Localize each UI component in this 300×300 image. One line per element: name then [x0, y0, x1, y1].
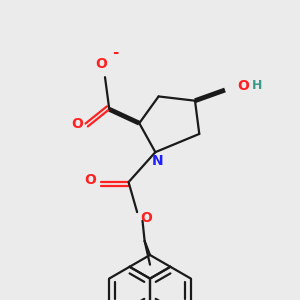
Text: H: H — [252, 79, 262, 92]
Text: O: O — [84, 173, 96, 187]
Text: -: - — [112, 45, 119, 60]
Text: O: O — [71, 117, 83, 131]
Text: O: O — [140, 211, 152, 224]
Text: O: O — [95, 57, 107, 71]
Text: N: N — [152, 154, 163, 168]
Text: O: O — [237, 79, 249, 93]
